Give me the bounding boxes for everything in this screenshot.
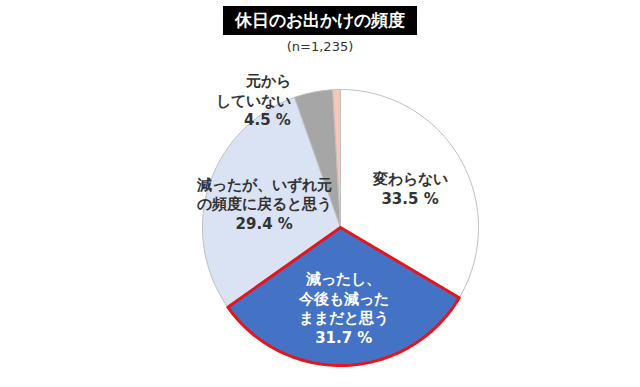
svg-text:減ったし、今後も減ったままだと思う31.7 %: 減ったし、今後も減ったままだと思う31.7 % xyxy=(298,270,389,347)
svg-text:減ったが、いずれ元の頻度に戻ると思う29.4 %: 減ったが、いずれ元の頻度に戻ると思う29.4 % xyxy=(196,176,332,233)
html-text:(n=1,235): (n=1,235) xyxy=(286,39,354,54)
svg-text:変わらない33.5 %: 変わらない33.5 % xyxy=(372,170,448,208)
svg-text:元からしていない4.5 %: 元からしていない4.5 % xyxy=(216,72,291,129)
html-text:休日のお出かけの頻度: 休日のお出かけの頻度 xyxy=(235,10,405,30)
